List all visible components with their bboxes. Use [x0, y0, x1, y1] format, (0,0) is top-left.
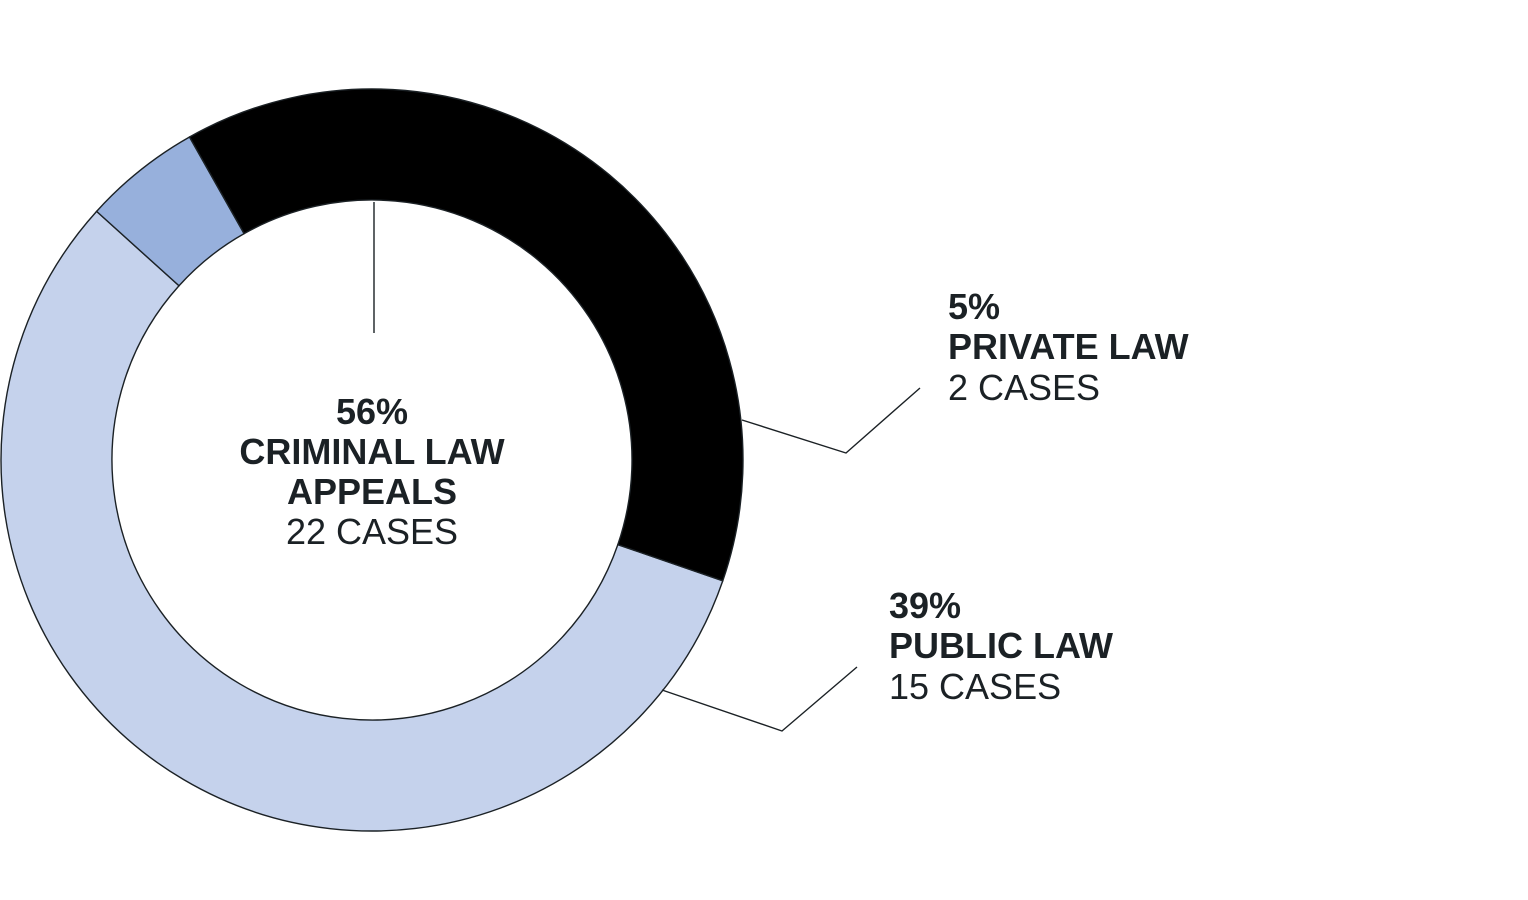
slice-label-public-law: 39% PUBLIC LAW 15 CASES — [889, 585, 1113, 707]
public-law-category: PUBLIC LAW — [889, 625, 1113, 666]
public-law-count: 15 CASES — [889, 666, 1061, 707]
slice-label-criminal-law: 56% CRIMINAL LAW APPEALS 22 CASES — [239, 391, 504, 552]
private-law-count: 2 CASES — [948, 367, 1100, 408]
criminal-law-category-line-2: APPEALS — [287, 471, 457, 512]
private-law-percent: 5% — [948, 286, 1000, 327]
criminal-law-percent: 56% — [336, 391, 408, 432]
criminal-law-category-line-1: CRIMINAL LAW — [239, 431, 504, 472]
public-law-leader-line — [661, 666, 858, 732]
slice-label-private-law: 5% PRIVATE LAW 2 CASES — [948, 286, 1189, 408]
private-law-leader-line — [741, 387, 921, 454]
slice-public-law — [188, 88, 744, 582]
public-law-percent: 39% — [889, 585, 961, 626]
donut-slices — [0, 88, 744, 832]
slice-criminal-law — [0, 210, 724, 832]
private-law-category: PRIVATE LAW — [948, 326, 1189, 367]
criminal-law-count: 22 CASES — [286, 511, 458, 552]
